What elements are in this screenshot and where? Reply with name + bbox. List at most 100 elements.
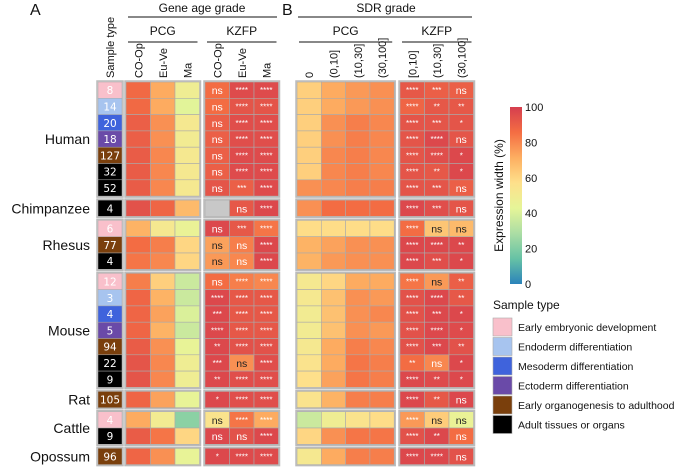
heatmap-cell: [320, 81, 346, 99]
significance-label: ****: [260, 326, 272, 335]
heatmap-cell: [345, 391, 371, 408]
species-label: Chimpanzee: [11, 200, 90, 216]
legend-label: Early organogenesis to adulthood: [518, 400, 675, 412]
significance-label: **: [458, 277, 464, 286]
significance-label: *: [460, 119, 463, 128]
heatmap-cell: [296, 305, 322, 323]
heatmap-cell: [296, 236, 322, 254]
heatmap-cell: [296, 179, 322, 197]
heatmap-block-border: [124, 218, 202, 272]
sample-count-label: 18: [103, 134, 116, 146]
significance-label: ****: [236, 326, 248, 335]
heatmap-cell: [296, 370, 322, 388]
significance-label: ns: [212, 101, 223, 113]
heatmap-cell: [150, 338, 176, 356]
sample-count-label: 94: [103, 342, 117, 354]
significance-label: ****: [211, 326, 223, 335]
heatmap-cell: [320, 146, 346, 164]
heatmap-cell: [150, 199, 176, 217]
heatmap-cell: [448, 252, 474, 270]
heatmap-cell: [345, 338, 371, 356]
heatmap-cell: [369, 199, 395, 217]
significance-label: ****: [431, 151, 443, 160]
heatmap-cell: [150, 236, 176, 254]
heatmap-block-border: [203, 218, 281, 272]
legend-label: Ectoderm differentiation: [518, 381, 629, 393]
colorbar-tick-label: 100: [525, 102, 543, 114]
significance-label: ****: [236, 86, 248, 95]
significance-label: ***: [432, 184, 441, 193]
heatmap-block-border: [398, 446, 476, 467]
heatmap-cell: [369, 146, 395, 164]
significance-label: *: [460, 326, 463, 335]
heatmap-block-border: [295, 271, 396, 390]
heatmap-cell: [125, 199, 151, 217]
heatmap-block-border: [203, 271, 281, 390]
significance-label: ***: [432, 204, 441, 213]
significance-label: ns: [212, 183, 223, 195]
heatmap-block-border: [203, 80, 281, 198]
significance-label: ****: [406, 102, 418, 111]
heatmap-cell: [320, 391, 346, 408]
sample-count-label: 52: [103, 183, 116, 195]
heatmap-block-border: [398, 271, 476, 390]
significance-label: ****: [406, 119, 418, 128]
significance-label: *: [216, 452, 219, 461]
heatmap-cell: [174, 236, 200, 254]
species-label: Rhesus: [43, 237, 90, 253]
heatmap-cell: [125, 391, 151, 408]
sample-count-label: 4: [107, 256, 114, 268]
significance-label: **: [434, 432, 440, 441]
heatmap-cell: [296, 98, 322, 115]
significance-label: ****: [260, 86, 272, 95]
heatmap-cell: [448, 391, 474, 408]
sample-count-label: 9: [107, 374, 114, 386]
species-label: Mouse: [48, 322, 90, 338]
heatmap-cell: [369, 338, 395, 356]
heatmap-cell: [369, 427, 395, 445]
heatmap-cell: [125, 146, 151, 164]
heatmap-cell: [369, 411, 395, 429]
heatmap-cell: [345, 81, 371, 99]
heatmap-cell: [320, 370, 346, 388]
heatmap-cell: [204, 199, 230, 217]
heatmap-cell: [150, 427, 176, 445]
heatmap-cell: [253, 447, 279, 465]
heatmap-cell: [320, 338, 346, 356]
significance-label: ***: [432, 119, 441, 128]
sample-count-label: 4: [107, 415, 114, 427]
panel-label-a: A: [30, 2, 41, 19]
heatmap-cell: [369, 289, 395, 307]
significance-label: ****: [236, 294, 248, 303]
legend-label: Early embryonic development: [518, 322, 656, 334]
significance-label: ns: [212, 256, 223, 268]
heatmap-cell: [296, 391, 322, 408]
legend-swatch: [492, 356, 513, 376]
significance-label: **: [214, 375, 220, 384]
heatmap-cell: [448, 179, 474, 197]
heatmap-cell: [150, 114, 176, 132]
colorbar-tick-label: 0: [525, 279, 531, 291]
significance-label: ns: [212, 167, 223, 179]
significance-label: ns: [212, 240, 223, 252]
heatmap-cell: [125, 411, 151, 429]
significance-label: ns: [212, 134, 223, 146]
significance-label: **: [458, 102, 464, 111]
heatmap-cell: [345, 427, 371, 445]
heatmap-cell: [296, 199, 322, 217]
colorbar-tick-label: 80: [525, 137, 537, 149]
sample-block-border: [96, 389, 124, 410]
sample-count-label: 77: [103, 240, 116, 252]
significance-label: ***: [213, 310, 222, 319]
heatmap-cell: [345, 220, 371, 237]
significance-label: ns: [456, 415, 467, 427]
heatmap-block-border: [398, 389, 476, 410]
significance-label: ns: [456, 134, 467, 146]
significance-label: ****: [236, 151, 248, 160]
sample-count-label: 4: [107, 203, 114, 215]
species-label: Human: [45, 131, 90, 147]
heatmap-cell: [150, 447, 176, 465]
significance-label: ****: [260, 432, 272, 441]
colorbar: [510, 107, 522, 284]
